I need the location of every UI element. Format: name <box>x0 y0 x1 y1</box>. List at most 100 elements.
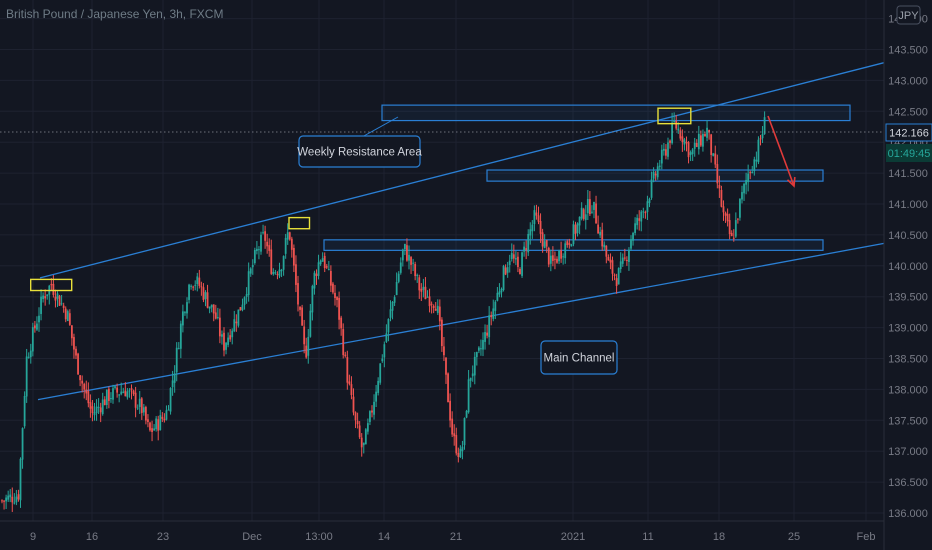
candle-body <box>221 334 223 337</box>
candle-body <box>140 398 143 413</box>
candle-body <box>490 315 493 318</box>
candle-body <box>732 237 735 239</box>
candle-body <box>171 380 174 388</box>
price-tick-label: 138.500 <box>888 354 928 366</box>
candle-body <box>46 294 49 297</box>
callouts[interactable]: Weekly Resistance Area Main Channel <box>297 116 618 375</box>
candle-body <box>523 246 526 252</box>
candle-body <box>173 373 176 383</box>
candle-body <box>745 179 748 185</box>
candle-body <box>175 347 178 373</box>
candle-body <box>714 153 717 165</box>
candle-body <box>533 210 536 225</box>
candle-body <box>255 248 258 251</box>
weekly-resistance-callout[interactable] <box>298 135 421 168</box>
main-channel-lines[interactable] <box>37 62 885 401</box>
time-tick-label: 9 <box>30 531 36 543</box>
candle-body <box>430 303 433 305</box>
candle-body <box>722 206 725 213</box>
time-axis[interactable]: 9 16 23 Dec 13:00 14 21 2021 11 18 25 Feb <box>30 531 876 543</box>
candle-body <box>621 257 624 264</box>
candle-body <box>188 284 190 300</box>
candle-body <box>628 249 630 262</box>
candle-body <box>362 442 365 446</box>
candle-body <box>455 435 458 454</box>
candle-body <box>584 214 587 221</box>
candle-body <box>202 287 205 300</box>
zone-rect[interactable] <box>381 104 851 122</box>
price-tick-label: 143.000 <box>888 75 928 87</box>
candle-body <box>313 272 316 289</box>
price-tick-label: 142.500 <box>888 106 928 118</box>
highlight-boxes[interactable] <box>30 107 692 292</box>
time-tick-label: 14 <box>378 531 390 543</box>
candle-body <box>200 286 203 288</box>
candle-body <box>763 117 766 134</box>
candle-body <box>243 297 246 305</box>
candle-body <box>360 437 363 448</box>
candle-body <box>603 244 606 248</box>
channel-lower-line[interactable] <box>37 242 885 401</box>
down-arrow[interactable] <box>767 115 796 188</box>
candle-body <box>371 410 373 413</box>
zone-rect[interactable] <box>486 169 824 182</box>
candle-body <box>297 283 299 305</box>
candle-body <box>508 260 511 265</box>
highlight-box[interactable] <box>657 107 692 125</box>
candle-body <box>531 224 534 232</box>
candle-body <box>42 295 45 299</box>
highlight-box[interactable] <box>288 216 311 230</box>
candle-body <box>155 418 158 430</box>
candle-body <box>734 220 737 237</box>
price-label-value: 142.166 <box>889 128 929 140</box>
candle-body <box>352 396 355 413</box>
candle-body <box>288 232 291 240</box>
price-tick-label: 140.500 <box>888 230 928 242</box>
time-tick-label: Feb <box>857 531 876 543</box>
candle-body <box>369 411 371 422</box>
price-tick-label: 137.000 <box>888 446 928 458</box>
candle-body <box>757 139 760 163</box>
main-channel-callout[interactable] <box>540 340 618 375</box>
candle-body <box>574 224 577 234</box>
candle-body <box>262 232 264 234</box>
highlight-box[interactable] <box>30 278 73 292</box>
currency-badge[interactable]: JPY <box>896 5 921 25</box>
candle-body <box>157 419 160 431</box>
arrow-shaft[interactable] <box>767 115 795 187</box>
candle-body <box>436 305 439 313</box>
candle-body <box>348 381 351 385</box>
candle-body <box>486 332 489 336</box>
candle-body <box>558 250 560 262</box>
candle-body <box>443 346 445 356</box>
time-tick-label: 21 <box>450 531 462 543</box>
candle-body <box>3 500 5 502</box>
candle-body <box>340 317 343 329</box>
candle-body <box>601 229 604 247</box>
candle-body <box>19 458 22 501</box>
candle-body <box>753 159 756 172</box>
candle-body <box>465 410 468 418</box>
candle-body <box>543 241 546 249</box>
candle-body <box>237 309 240 326</box>
candle-body <box>278 269 281 277</box>
candle-body <box>208 306 211 309</box>
candle-body <box>128 390 131 392</box>
channel-upper-line[interactable] <box>39 62 885 279</box>
candle-body <box>95 406 98 414</box>
candle-body <box>393 297 396 303</box>
candle-body <box>648 198 651 203</box>
candle-body <box>408 254 410 261</box>
candle-body <box>414 264 417 277</box>
candle-body <box>299 306 301 310</box>
candle-body <box>654 173 657 176</box>
candle-body <box>699 135 702 146</box>
candle-body <box>625 259 628 261</box>
candle-body <box>586 199 589 214</box>
candle-body <box>547 247 550 265</box>
price-tick-label: 140.000 <box>888 261 928 273</box>
candle-body <box>336 297 338 301</box>
candle-body <box>258 249 260 251</box>
